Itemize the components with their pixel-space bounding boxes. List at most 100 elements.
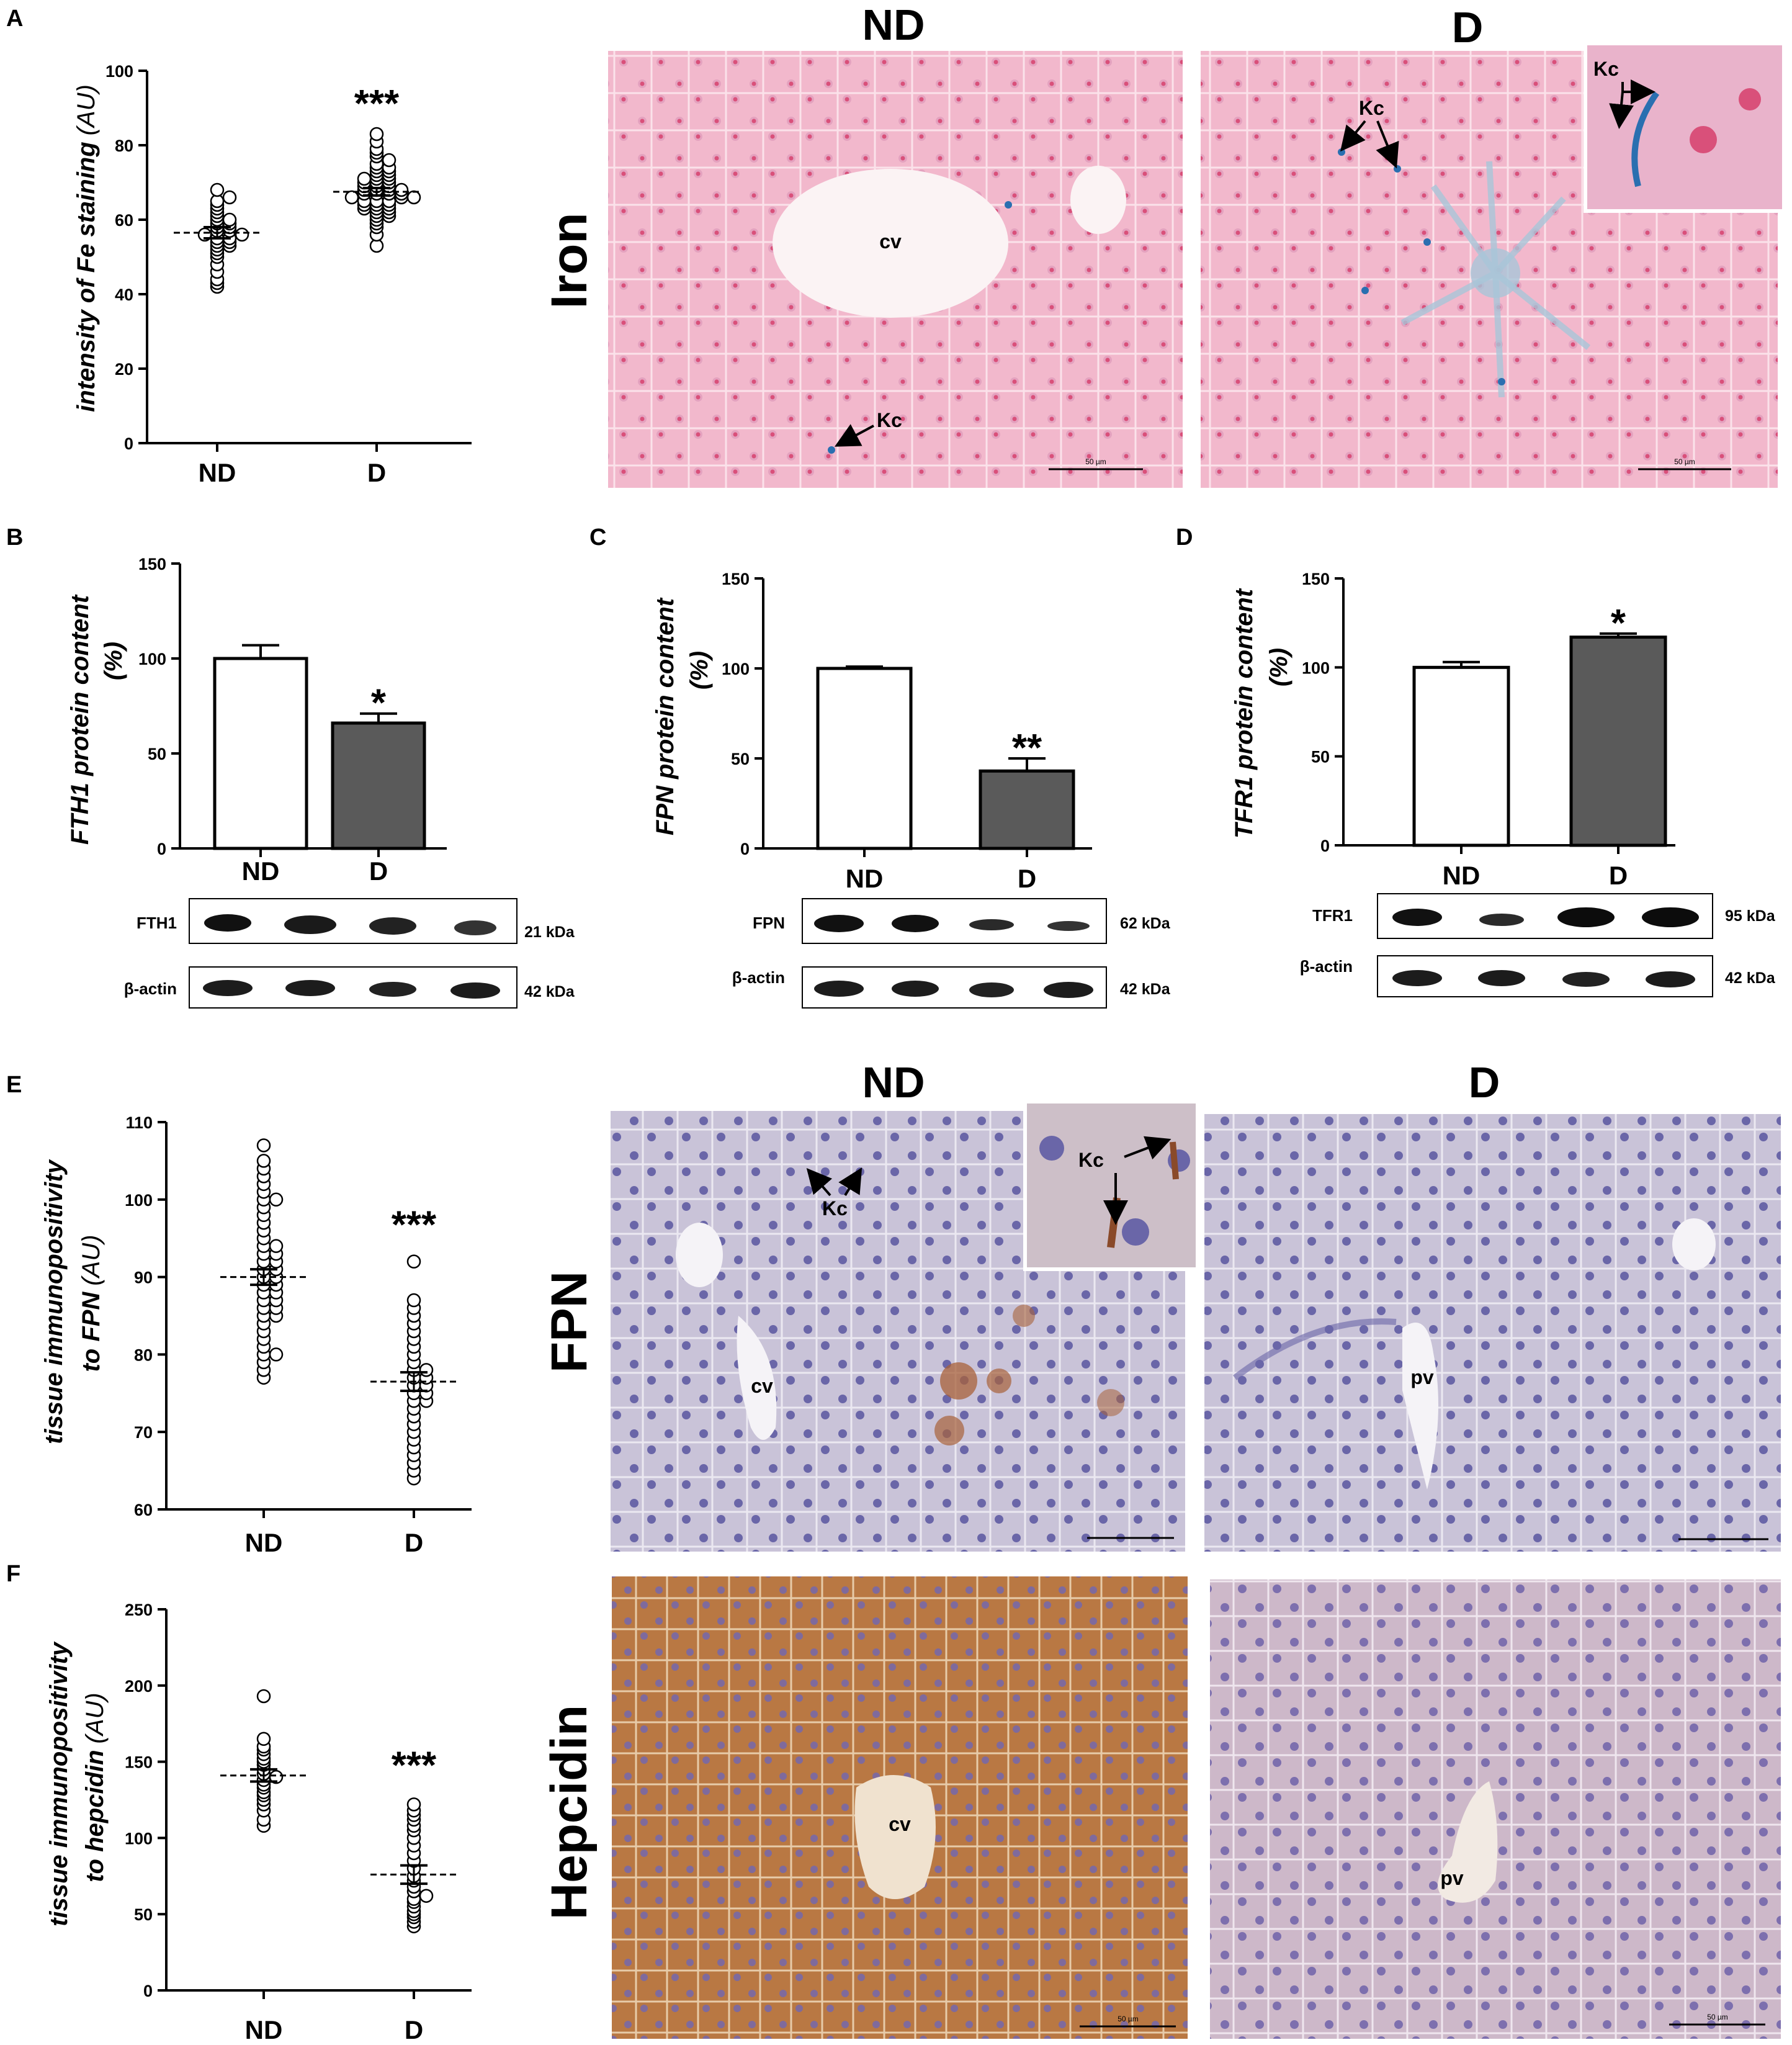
y-tick-label: 50 xyxy=(134,1905,153,1924)
x-category-label: D xyxy=(1018,864,1036,893)
micrograph-fpn-nd: cv Kc Kc xyxy=(611,1100,1199,1552)
bar xyxy=(816,667,913,850)
bar xyxy=(1412,665,1510,847)
data-point xyxy=(256,1689,271,1704)
panel-e: E tissue immunopositivity to FPN (AU) 60 7… xyxy=(6,1072,472,1557)
label-cv: cv xyxy=(889,1813,911,1835)
y-tick-label: 0 xyxy=(124,434,133,453)
data-point xyxy=(256,1154,271,1168)
panel-a: A intensity of Fe staining (AU) 0 20 40 60 80… xyxy=(6,6,472,487)
panel-b-plot: 0 50 100 150 ND D * xyxy=(138,555,447,886)
inset-label-kc: Kc xyxy=(1078,1149,1104,1171)
row-label-hepcidin: Hepcidin xyxy=(541,1705,598,1920)
panel-c-plot: 0 50 100 150 ND D ** xyxy=(722,570,1092,893)
y-tick-label: 50 xyxy=(731,750,750,768)
panel-f-ylabel-unit: (AU) xyxy=(81,1692,109,1743)
panel-letter-c: C xyxy=(589,524,606,551)
micrograph-iron-d: Kc 50 µm Kc xyxy=(1201,42,1786,488)
panel-a-ylabel: intensity of Fe staining (AU) xyxy=(73,84,100,412)
iron-header-d: D xyxy=(1452,3,1484,52)
data-point xyxy=(269,1192,284,1207)
significance-marker: * xyxy=(371,682,387,725)
blot-c-target-kda: 62 kDa xyxy=(1120,915,1171,932)
x-category-label: D xyxy=(367,458,386,487)
panel-d: D TFR1 protein content (%) 0 50 100 150 ND D *… xyxy=(1176,524,1776,997)
x-category-label: ND xyxy=(245,2015,283,2044)
row-label-iron: Iron xyxy=(541,213,598,309)
y-tick-label: 0 xyxy=(740,840,750,858)
y-tick-label: 150 xyxy=(138,555,166,573)
bar xyxy=(213,657,308,850)
panel-e-ylabel-unit: (AU) xyxy=(78,1234,105,1285)
bar xyxy=(331,721,426,850)
panel-d-ylabel-main: TFR1 protein content xyxy=(1230,588,1258,838)
y-tick-label: 100 xyxy=(125,1191,153,1210)
blot-b-target-label: FTH1 xyxy=(137,914,177,932)
y-tick-label: 100 xyxy=(1302,658,1330,677)
label-kc: Kc xyxy=(822,1197,848,1220)
blot-b-target-kda: 21 kDa xyxy=(524,924,575,941)
y-tick-label: 100 xyxy=(722,660,750,678)
central-vein-shape xyxy=(773,169,1008,318)
inset-iron-d: Kc xyxy=(1584,42,1786,213)
data-point xyxy=(269,1239,284,1253)
scale-label: 50 µm xyxy=(1707,2013,1728,2021)
y-tick-label: 100 xyxy=(138,650,166,668)
inset-label-kc: Kc xyxy=(1593,58,1619,80)
blot-c: FPN β-actin 62 kDa 42 kDa xyxy=(732,898,1171,1009)
data-point xyxy=(406,1254,421,1269)
y-tick-label: 60 xyxy=(115,211,133,230)
y-tick-label: 90 xyxy=(134,1269,153,1287)
y-tick-label: 50 xyxy=(1311,748,1330,766)
y-tick-label: 200 xyxy=(125,1677,153,1696)
panel-e-plot: 60 70 80 90 100 110 ND D *** xyxy=(125,1113,472,1557)
panel-e-ylabel: to FPN (AU) xyxy=(78,1234,105,1372)
x-category-label: D xyxy=(405,1528,423,1557)
panel-letter-e: E xyxy=(6,1072,22,1098)
data-point xyxy=(406,190,421,205)
data-point xyxy=(210,182,225,197)
data-point xyxy=(269,1347,284,1362)
micrograph-fpn-d: pv xyxy=(1204,1114,1781,1552)
panel-b: B FTH1 protein content (%) 0 50 100 150 ND D *… xyxy=(6,524,575,1009)
data-point xyxy=(369,127,384,142)
panel-f-ylabel-main: tissue immunopositivity xyxy=(45,1641,73,1926)
micrograph-iron-nd: cv Kc 50 µm xyxy=(608,51,1183,488)
data-point xyxy=(222,190,237,205)
x-category-label: ND xyxy=(245,1528,283,1557)
panel-e-ylabel-main: tissue immunopositivity xyxy=(40,1159,68,1444)
blot-d-target-label: TFR1 xyxy=(1312,906,1353,925)
significance-marker: *** xyxy=(392,1744,437,1787)
data-point xyxy=(394,182,409,197)
data-point xyxy=(344,190,359,205)
x-category-label: D xyxy=(369,856,388,886)
scale-label: 50 µm xyxy=(1674,457,1695,466)
micrograph-hepcidin-nd: cv 50 µm xyxy=(612,1576,1188,2039)
blot-d-loading-label: β-actin xyxy=(1300,957,1353,976)
significance-marker: ** xyxy=(1012,727,1042,770)
blot-d-loading-kda: 42 kDa xyxy=(1725,969,1776,987)
data-point xyxy=(382,153,396,168)
micrograph-hepcidin-d: pv 50 µm xyxy=(1210,1580,1781,2039)
label-pv: pv xyxy=(1440,1867,1464,1889)
scale-label: 50 µm xyxy=(1118,2015,1139,2023)
data-point xyxy=(235,227,249,242)
blot-c-target-label: FPN xyxy=(753,914,785,932)
hepcidin-row: Hepcidin cv 50 µm pv 50 µm xyxy=(541,1576,1781,2039)
y-tick-label: 250 xyxy=(125,1601,153,1619)
panel-d-ylabel-unit: (%) xyxy=(1265,648,1292,686)
label-cv: cv xyxy=(879,230,902,253)
panel-a-plot: 0 20 40 60 80 100 ND D *** xyxy=(105,62,472,487)
x-category-label: ND xyxy=(199,458,236,487)
row-label-fpn: FPN xyxy=(541,1271,598,1373)
data-point xyxy=(357,171,372,186)
blot-b-loading-label: β-actin xyxy=(124,979,177,998)
panel-letter-a: A xyxy=(6,6,23,32)
panel-d-plot: 0 50 100 150 ND D * xyxy=(1302,570,1675,890)
iron-header-nd: ND xyxy=(862,1,925,49)
fpn-header-nd: ND xyxy=(862,1058,925,1107)
y-tick-label: 150 xyxy=(722,570,750,588)
data-point xyxy=(419,1889,434,1903)
bar xyxy=(979,769,1075,850)
label-kc: Kc xyxy=(877,409,902,431)
